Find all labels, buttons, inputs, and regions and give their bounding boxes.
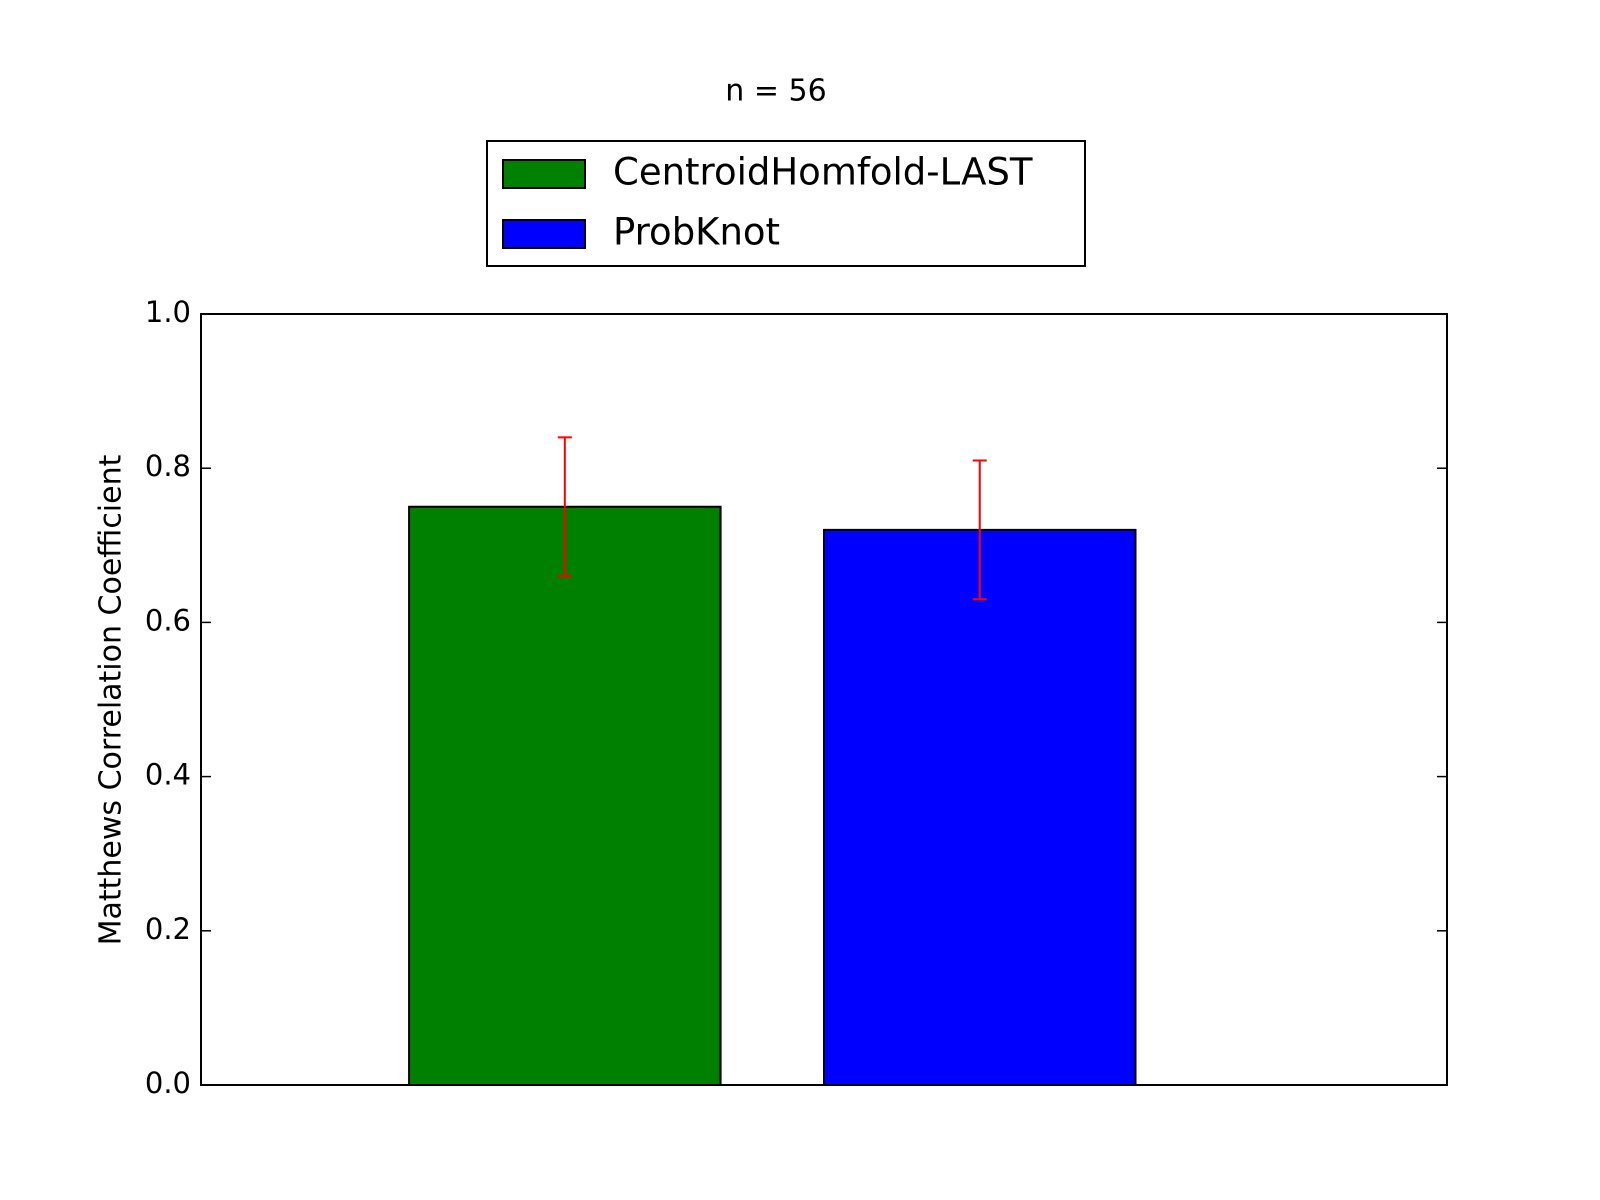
legend-label: CentroidHomfold-LAST: [613, 151, 1033, 194]
legend-swatch: [502, 219, 586, 249]
y-tick-label: 0.2: [145, 912, 191, 946]
y-tick-label: 0.4: [145, 758, 191, 792]
chart-title: n = 56: [725, 74, 826, 109]
legend-label: ProbKnot: [613, 211, 780, 254]
legend-swatch: [502, 159, 586, 189]
y-tick-label: 1.0: [145, 295, 191, 329]
y-tick-label: 0.8: [145, 449, 191, 483]
y-axis-label: Matthews Correlation Coefficient: [94, 454, 129, 945]
bar: [823, 528, 1137, 1086]
legend-box: [486, 140, 1086, 267]
bar: [408, 505, 722, 1086]
y-tick-label: 0.6: [145, 603, 191, 637]
y-tick-label: 0.0: [145, 1066, 191, 1100]
plot-frame: [200, 313, 1448, 1086]
